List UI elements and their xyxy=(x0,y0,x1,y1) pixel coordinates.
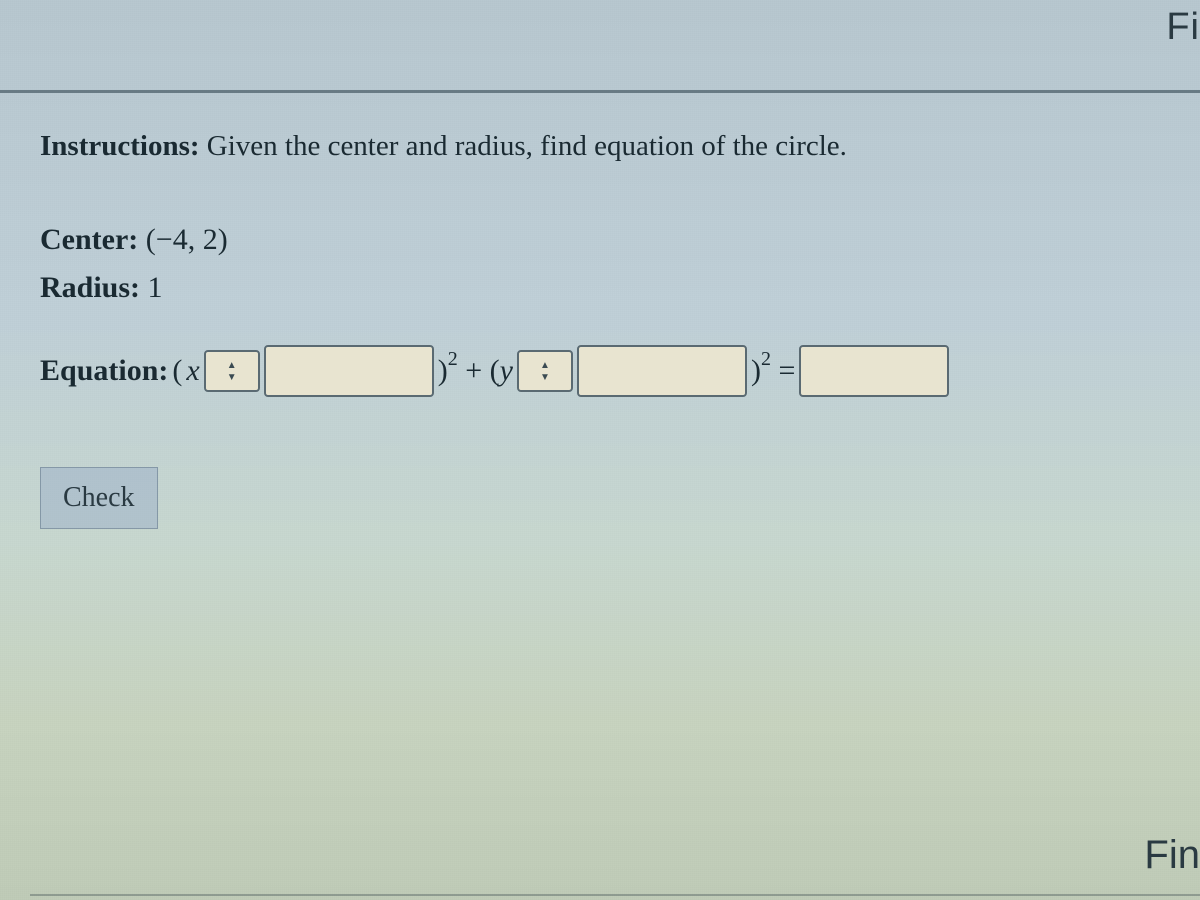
equation-line: Equation: (x ▲▼ )2 + (y ▲▼ )2 = xyxy=(40,345,1190,397)
open-paren-1: ( xyxy=(172,354,182,388)
instructions-line: Instructions: Given the center and radiu… xyxy=(40,130,1190,163)
variable-x: x xyxy=(186,354,199,388)
top-divider xyxy=(0,90,1200,93)
sign-select-2[interactable]: ▲▼ xyxy=(517,350,573,392)
check-button[interactable]: Check xyxy=(40,467,158,529)
radius-label: Radius: xyxy=(40,271,140,304)
close-exp-plus-open: )2 + (y xyxy=(438,354,513,388)
problem-content: Instructions: Given the center and radiu… xyxy=(40,130,1190,529)
radius-line: Radius: 1 xyxy=(40,271,1190,305)
instructions-text: Given the center and radius, find equati… xyxy=(207,130,847,162)
variable-y: y xyxy=(500,354,513,387)
sign-select-1[interactable]: ▲▼ xyxy=(204,350,260,392)
stepper-arrows-icon: ▲▼ xyxy=(540,360,550,383)
center-value: (−4, 2) xyxy=(146,223,228,256)
partial-header-text: Fi xyxy=(1166,6,1200,49)
h-value-input[interactable] xyxy=(264,345,434,397)
bottom-divider xyxy=(30,894,1200,896)
r-squared-input[interactable] xyxy=(799,345,949,397)
radius-value: 1 xyxy=(148,271,163,304)
instructions-label: Instructions: xyxy=(40,130,200,162)
stepper-arrows-icon: ▲▼ xyxy=(227,360,237,383)
close-exp-equals: )2 = xyxy=(751,354,795,388)
center-line: Center: (−4, 2) xyxy=(40,223,1190,257)
partial-footer-text: Fin xyxy=(1144,833,1200,878)
center-label: Center: xyxy=(40,223,138,256)
k-value-input[interactable] xyxy=(577,345,747,397)
equation-label: Equation: xyxy=(40,354,168,388)
